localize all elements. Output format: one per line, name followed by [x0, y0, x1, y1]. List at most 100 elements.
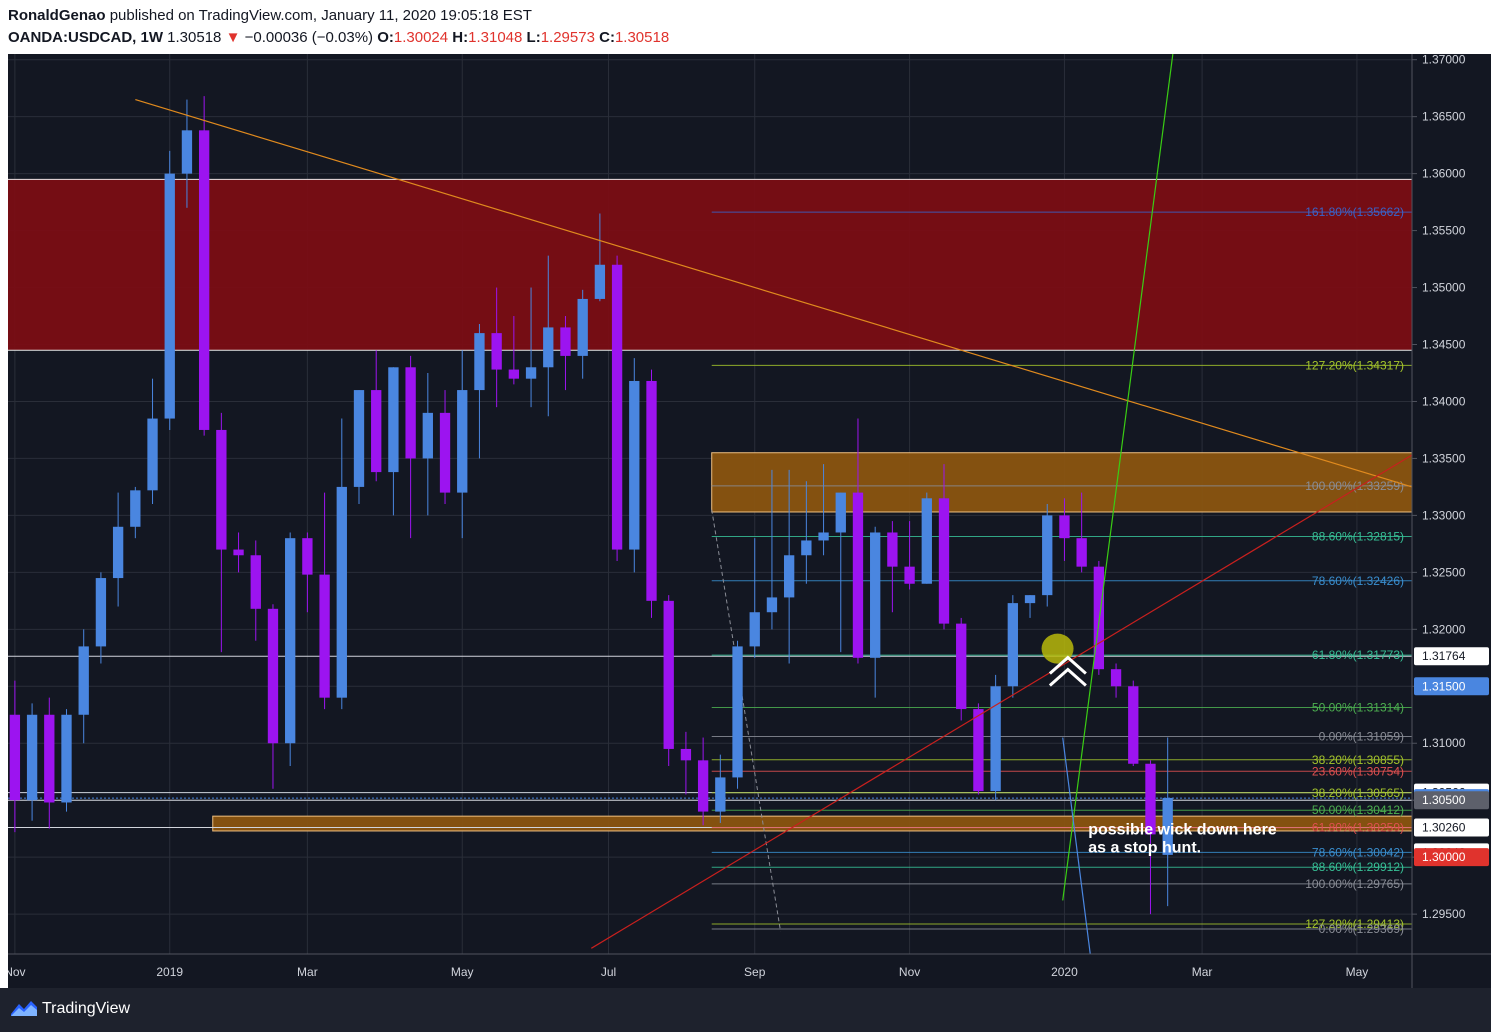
candle-body [801, 540, 812, 556]
annotation-line-1: possible wick down here [1088, 821, 1277, 838]
time-axis-label: 2020 [1051, 965, 1078, 979]
fib-level-label: 161.80%(1.35662) [1305, 205, 1404, 219]
price-label-text: 1.30000 [1422, 850, 1466, 864]
open-label: O: [377, 29, 394, 46]
candle-body [319, 574, 330, 698]
dashed-projection-line [711, 509, 782, 932]
candle-body [594, 264, 606, 299]
price-label-text: 1.31500 [1422, 679, 1466, 693]
published-text: published on TradingView.com, January 11… [109, 7, 532, 24]
price-label-box [1414, 818, 1489, 837]
close-label: C: [599, 29, 615, 46]
time-axis-label: Nov [899, 965, 920, 979]
candle-body [560, 327, 571, 356]
tradingview-logo-icon[interactable] [10, 998, 38, 1018]
candle-body [818, 532, 829, 541]
fib-level-label: 38.20%(1.30565) [1312, 786, 1404, 800]
time-axis-label: 2019 [156, 965, 183, 979]
candle-body [1059, 515, 1070, 539]
symbol-name[interactable]: OANDA:USDCAD, 1W [8, 29, 163, 46]
price-axis-label: 1.36500 [1422, 110, 1466, 124]
candle-body [1007, 603, 1018, 687]
price-axis-label: 1.34500 [1422, 338, 1466, 352]
candle-body [9, 714, 21, 801]
time-axis-label: Sep [744, 965, 766, 979]
down-arrow-icon: ▼ [225, 29, 241, 46]
annotation-line-2: as a stop hunt. [1088, 839, 1201, 856]
time-axis-label: May [1346, 965, 1369, 979]
candle-body [250, 555, 261, 609]
candle-body [371, 390, 382, 473]
fib-level-label: 50.00%(1.31314) [1312, 700, 1404, 714]
author-name[interactable]: RonaldGenao [8, 7, 106, 24]
price-axis-label: 1.35000 [1422, 281, 1466, 295]
candle-body [388, 367, 399, 473]
candle-body [336, 486, 347, 698]
ascending-trendline [590, 454, 1413, 949]
up-arrow-icon [1048, 667, 1087, 687]
fib-level-label: 0.00%(1.31059) [1319, 730, 1404, 744]
candle-body [1128, 686, 1139, 764]
close-value: 1.30518 [614, 29, 670, 46]
price-axis-label: 1.34000 [1422, 394, 1466, 408]
fib-level-label: 127.20%(1.34317) [1305, 358, 1404, 372]
price-axis-label: 1.35500 [1422, 224, 1466, 238]
time-axis-label: May [451, 965, 474, 979]
fib-level-label: 50.00%(1.30412) [1312, 803, 1404, 817]
candle-body [715, 777, 726, 812]
time-axis-label: Jul [601, 965, 616, 979]
candle-body [697, 760, 709, 812]
price-chart[interactable]: 161.80%(1.35662) 127.20%(1.34317) 100.00%(… [8, 54, 1491, 988]
low-label: L: [526, 29, 541, 46]
last-price: 1.30518 [167, 29, 222, 46]
price-label-box [1414, 791, 1489, 810]
descending-trendline [135, 98, 1413, 488]
candle-body [921, 498, 932, 584]
fib-level-label: 61.80%(1.30259) [1312, 821, 1404, 835]
price-axis-label: 1.29500 [1422, 907, 1466, 921]
highlight-ellipse [1041, 633, 1074, 664]
candle-body [405, 367, 416, 459]
resistance-zone [711, 452, 1413, 513]
low-value: 1.29573 [540, 29, 595, 46]
candle-body [629, 380, 640, 550]
candle-body [491, 333, 502, 370]
candle-body [680, 748, 692, 761]
time-axis-label: Nov [8, 965, 26, 979]
time-axis-label: Mar [297, 965, 318, 979]
candle-body [233, 549, 244, 556]
candle-body [904, 566, 915, 584]
price-change: −0.00036 (−0.03%) [244, 29, 374, 46]
candle-body [749, 612, 760, 647]
candle-body [783, 555, 795, 598]
fib-level-label: 78.60%(1.32426) [1312, 574, 1404, 588]
price-axis-label: 1.32000 [1422, 622, 1466, 636]
candle-body [216, 429, 227, 550]
price-axis-label: 1.33000 [1422, 508, 1466, 522]
candle-body [852, 492, 864, 658]
price-axis-label: 1.37000 [1422, 54, 1466, 67]
candle-body [577, 298, 588, 356]
price-axis-label: 1.31000 [1422, 736, 1466, 750]
candle-body [835, 492, 846, 533]
candle-body [353, 390, 365, 487]
tradingview-brand[interactable]: TradingView [42, 1000, 131, 1017]
candle-body [26, 714, 38, 801]
fib-level-label: 78.60%(1.30042) [1312, 845, 1404, 859]
candle-body [1162, 797, 1173, 855]
candle-body [1145, 763, 1156, 835]
fib-level-label: 100.00%(1.29765) [1305, 877, 1404, 891]
candle-body [302, 538, 313, 575]
candle-body [422, 412, 433, 459]
price-axis-label: 1.32500 [1422, 565, 1466, 579]
fib-level-label: 127.20%(1.29413) [1305, 917, 1404, 931]
candle-body [938, 498, 950, 624]
fib-level-label: 88.60%(1.32815) [1312, 529, 1404, 543]
candle-body [956, 623, 967, 710]
candle-body [870, 532, 881, 658]
fib-level-label: 61.80%(1.31773) [1312, 648, 1404, 662]
steep-green-line [1062, 54, 1174, 901]
candle-body [1042, 515, 1053, 596]
candle-body [61, 714, 72, 803]
fib-level-label: 0.00%(1.29369) [1319, 922, 1404, 936]
